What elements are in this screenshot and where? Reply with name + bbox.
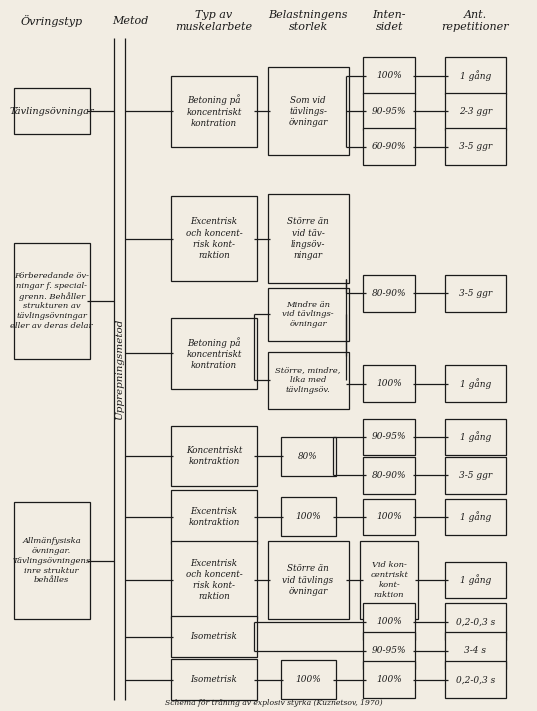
Text: 100%: 100%	[376, 513, 402, 521]
FancyBboxPatch shape	[445, 562, 505, 599]
Text: 80-90%: 80-90%	[372, 289, 407, 298]
FancyBboxPatch shape	[267, 288, 349, 341]
Text: 2-3 ggr: 2-3 ggr	[459, 107, 492, 116]
Text: 80-90%: 80-90%	[372, 471, 407, 480]
FancyBboxPatch shape	[281, 437, 336, 476]
FancyBboxPatch shape	[445, 58, 505, 94]
FancyBboxPatch shape	[267, 352, 349, 409]
FancyBboxPatch shape	[363, 128, 415, 165]
FancyBboxPatch shape	[363, 274, 415, 311]
FancyBboxPatch shape	[171, 616, 257, 657]
FancyBboxPatch shape	[445, 365, 505, 402]
FancyBboxPatch shape	[363, 632, 415, 669]
FancyBboxPatch shape	[267, 541, 349, 619]
FancyBboxPatch shape	[171, 491, 257, 543]
FancyBboxPatch shape	[267, 67, 349, 156]
FancyBboxPatch shape	[363, 604, 415, 640]
Text: Övringstyp: Övringstyp	[20, 15, 83, 27]
Text: Isometrisk: Isometrisk	[191, 632, 237, 641]
Text: 100%: 100%	[295, 675, 321, 685]
FancyBboxPatch shape	[281, 661, 336, 700]
Text: Isometrisk: Isometrisk	[191, 675, 237, 685]
Text: Ant.
repetitioner: Ant. repetitioner	[441, 10, 509, 33]
FancyBboxPatch shape	[171, 196, 257, 281]
FancyBboxPatch shape	[14, 242, 90, 359]
FancyBboxPatch shape	[363, 92, 415, 129]
Text: Upprepningsmetod: Upprepningsmetod	[115, 319, 124, 420]
Text: Belastningens
storlek: Belastningens storlek	[268, 10, 348, 33]
Text: Vid kon-
centriskt
kont-
raktion: Vid kon- centriskt kont- raktion	[370, 561, 408, 599]
FancyBboxPatch shape	[363, 456, 415, 493]
FancyBboxPatch shape	[360, 541, 418, 619]
Text: 3-5 ggr: 3-5 ggr	[459, 289, 492, 298]
Text: Excentrisk
och koncent-
risk kont-
raktion: Excentrisk och koncent- risk kont- rakti…	[185, 218, 242, 260]
Text: 100%: 100%	[376, 617, 402, 626]
Text: Schema för träning av explosiv styrka (Kuznetsov, 1970): Schema för träning av explosiv styrka (K…	[165, 700, 383, 707]
Text: 90-95%: 90-95%	[372, 107, 407, 116]
Text: 1 gång: 1 gång	[460, 70, 491, 81]
Text: Mindre än
vid tävlings-
övningar: Mindre än vid tävlings- övningar	[282, 301, 334, 328]
Text: Allmänfysiska
övningar.
Tävlingsövningens
inre struktur
behålles: Allmänfysiska övningar. Tävlingsövningen…	[13, 538, 91, 584]
FancyBboxPatch shape	[281, 498, 336, 537]
FancyBboxPatch shape	[445, 419, 505, 455]
FancyBboxPatch shape	[445, 456, 505, 493]
Text: Betoning på
koncentriskt
kontration: Betoning på koncentriskt kontration	[186, 95, 242, 128]
Text: Metod: Metod	[112, 16, 148, 26]
Text: 100%: 100%	[376, 380, 402, 388]
Text: 90-95%: 90-95%	[372, 432, 407, 442]
Text: 1 gång: 1 gång	[460, 574, 491, 585]
FancyBboxPatch shape	[171, 426, 257, 486]
Text: 0,2-0,3 s: 0,2-0,3 s	[456, 675, 495, 685]
FancyBboxPatch shape	[445, 604, 505, 640]
Text: Inten-
sidet: Inten- sidet	[372, 10, 406, 33]
Text: 3-5 ggr: 3-5 ggr	[459, 471, 492, 480]
FancyBboxPatch shape	[363, 498, 415, 535]
Text: Excentrisk
och koncent-
risk kont-
raktion: Excentrisk och koncent- risk kont- rakti…	[185, 559, 242, 602]
FancyBboxPatch shape	[363, 419, 415, 455]
Text: Förberedande öv-
ningar f. special-
grenn. Behåller
strukturen av
tävlingsövning: Förberedande öv- ningar f. special- gren…	[11, 272, 93, 330]
FancyBboxPatch shape	[171, 76, 257, 146]
Text: Större, mindre,
lika med
tävlingsöv.: Större, mindre, lika med tävlingsöv.	[275, 366, 341, 394]
FancyBboxPatch shape	[445, 661, 505, 698]
FancyBboxPatch shape	[267, 194, 349, 283]
Text: 0,2-0,3 s: 0,2-0,3 s	[456, 617, 495, 626]
FancyBboxPatch shape	[363, 661, 415, 698]
FancyBboxPatch shape	[14, 503, 90, 619]
Text: Typ av
muskelarbete: Typ av muskelarbete	[175, 10, 252, 33]
FancyBboxPatch shape	[171, 541, 257, 619]
Text: 1 gång: 1 gång	[460, 512, 491, 523]
Text: 80%: 80%	[298, 451, 318, 461]
FancyBboxPatch shape	[445, 632, 505, 669]
FancyBboxPatch shape	[445, 128, 505, 165]
FancyBboxPatch shape	[363, 58, 415, 94]
Text: Tävlingsövningar: Tävlingsövningar	[10, 107, 94, 116]
Text: 3-5 ggr: 3-5 ggr	[459, 142, 492, 151]
Text: 100%: 100%	[376, 71, 402, 80]
Text: 1 gång: 1 gång	[460, 432, 491, 442]
FancyBboxPatch shape	[445, 274, 505, 311]
Text: 60-90%: 60-90%	[372, 142, 407, 151]
Text: Större än
vid tävlings
övningar: Större än vid tävlings övningar	[282, 565, 333, 596]
FancyBboxPatch shape	[14, 88, 90, 134]
Text: 90-95%: 90-95%	[372, 646, 407, 656]
Text: Större än
vid täv-
lingsöv-
ningar: Större än vid täv- lingsöv- ningar	[287, 218, 329, 260]
FancyBboxPatch shape	[363, 365, 415, 402]
FancyBboxPatch shape	[171, 318, 257, 389]
Text: 100%: 100%	[295, 513, 321, 521]
Text: Som vid
tävlings-
övningar: Som vid tävlings- övningar	[288, 95, 328, 127]
Text: 3-4 s: 3-4 s	[465, 646, 487, 656]
Text: Excentrisk
kontraktion: Excentrisk kontraktion	[188, 507, 240, 527]
Text: 100%: 100%	[376, 675, 402, 685]
FancyBboxPatch shape	[171, 659, 257, 700]
Text: 1 gång: 1 gång	[460, 378, 491, 389]
Text: Betoning på
koncentriskt
kontration: Betoning på koncentriskt kontration	[186, 337, 242, 370]
FancyBboxPatch shape	[445, 498, 505, 535]
Text: Koncentriskt
kontraktion: Koncentriskt kontraktion	[186, 446, 242, 466]
FancyBboxPatch shape	[445, 92, 505, 129]
